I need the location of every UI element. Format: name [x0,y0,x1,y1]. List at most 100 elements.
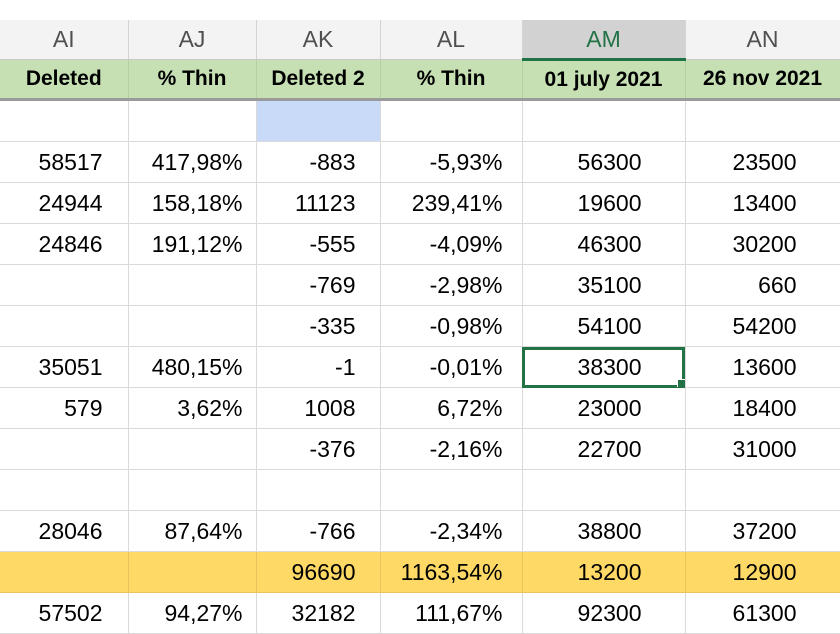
cell[interactable]: 57502 [0,592,129,634]
sheet-grid: AI AJ AK AL AM AN Deleted % Thin Deleted… [0,20,840,634]
cell[interactable]: -2,16% [380,428,523,470]
table-row: 24846 191,12% -555 -4,09% 46300 30200 [0,223,840,265]
table-row: -335 -0,98% 54100 54200 [0,305,840,347]
column-header-aj[interactable]: AJ [128,20,257,60]
table-row [0,469,840,511]
cell[interactable]: -2,34% [380,510,523,552]
cell[interactable]: 23500 [685,141,840,183]
cell[interactable] [0,469,129,511]
cell-highlighted-blue[interactable] [256,99,381,142]
column-header-ai[interactable]: AI [0,20,129,60]
cell-title[interactable]: Deleted 2 [256,59,381,101]
column-header-ak[interactable]: AK [256,20,381,60]
column-header-al[interactable]: AL [380,20,523,60]
cell[interactable] [128,99,257,142]
cell[interactable]: 61300 [685,592,840,634]
cell-title[interactable]: % Thin [380,59,523,101]
column-header-am[interactable]: AM [522,20,686,61]
cell[interactable]: 87,64% [128,510,257,552]
cell[interactable]: -769 [256,264,381,306]
cell[interactable]: 22700 [522,428,686,470]
fill-handle[interactable] [676,379,684,387]
cell[interactable]: -376 [256,428,381,470]
column-header-an[interactable]: AN [685,20,840,60]
cell-title[interactable]: 26 nov 2021 [685,59,840,101]
cell[interactable]: 92300 [522,592,686,634]
cell[interactable]: 417,98% [128,141,257,183]
cell[interactable]: -0,98% [380,305,523,347]
cell[interactable] [0,305,129,347]
cell[interactable]: -5,93% [380,141,523,183]
cell[interactable] [522,469,686,511]
cell[interactable]: 32182 [256,592,381,634]
cell[interactable]: 24944 [0,182,129,224]
cell[interactable]: 30200 [685,223,840,265]
cell[interactable]: 37200 [685,510,840,552]
cell[interactable] [128,469,257,511]
cell[interactable]: 158,18% [128,182,257,224]
cell[interactable]: -335 [256,305,381,347]
table-row: -769 -2,98% 35100 660 [0,264,840,306]
selected-cell[interactable]: 38300 [522,346,686,388]
cell[interactable]: 660 [685,264,840,306]
cell[interactable] [128,264,257,306]
cell[interactable]: 54100 [522,305,686,347]
cell[interactable]: -555 [256,223,381,265]
cell[interactable]: 96690 [256,551,381,593]
cell[interactable] [0,551,129,593]
cell[interactable]: 191,12% [128,223,257,265]
cell[interactable]: 12900 [685,551,840,593]
cell[interactable]: -4,09% [380,223,523,265]
cell[interactable] [0,99,129,142]
cell[interactable]: 579 [0,387,129,429]
cell[interactable]: 13600 [685,346,840,388]
cell[interactable] [128,428,257,470]
cell[interactable]: 18400 [685,387,840,429]
cell[interactable] [128,305,257,347]
cell-title[interactable]: % Thin [128,59,257,101]
cell[interactable]: 35100 [522,264,686,306]
table-row-highlighted: 96690 1163,54% 13200 12900 [0,551,840,593]
cell[interactable] [128,551,257,593]
cell[interactable]: 239,41% [380,182,523,224]
cell[interactable]: 480,15% [128,346,257,388]
cell[interactable]: 54200 [685,305,840,347]
cell[interactable] [256,469,381,511]
cell[interactable]: 11123 [256,182,381,224]
cell[interactable] [0,428,129,470]
cell[interactable]: 1008 [256,387,381,429]
cell[interactable] [380,99,523,142]
formula-bar-edge [0,0,840,21]
table-row: 579 3,62% 1008 6,72% 23000 18400 [0,387,840,429]
cell[interactable]: 3,62% [128,387,257,429]
cell[interactable]: 23000 [522,387,686,429]
cell[interactable]: 1163,54% [380,551,523,593]
cell[interactable] [380,469,523,511]
cell[interactable]: 31000 [685,428,840,470]
cell-title[interactable]: 01 july 2021 [522,59,686,101]
cell[interactable]: -766 [256,510,381,552]
cell[interactable] [0,264,129,306]
cell[interactable]: -1 [256,346,381,388]
cell[interactable]: 56300 [522,141,686,183]
cell[interactable]: -2,98% [380,264,523,306]
cell[interactable] [685,99,840,142]
cell[interactable]: 19600 [522,182,686,224]
cell[interactable]: 6,72% [380,387,523,429]
cell[interactable]: 35051 [0,346,129,388]
cell[interactable]: 58517 [0,141,129,183]
cell[interactable]: -0,01% [380,346,523,388]
cell[interactable] [685,469,840,511]
cell[interactable]: 94,27% [128,592,257,634]
cell[interactable]: 13200 [522,551,686,593]
cell[interactable] [522,99,686,142]
cell[interactable]: 111,67% [380,592,523,634]
cell[interactable]: 46300 [522,223,686,265]
cell-title[interactable]: Deleted [0,59,129,101]
cell[interactable]: -883 [256,141,381,183]
cell[interactable]: 28046 [0,510,129,552]
cell[interactable]: 38800 [522,510,686,552]
cell[interactable]: 24846 [0,223,129,265]
table-row: 58517 417,98% -883 -5,93% 56300 23500 [0,141,840,183]
cell[interactable]: 13400 [685,182,840,224]
